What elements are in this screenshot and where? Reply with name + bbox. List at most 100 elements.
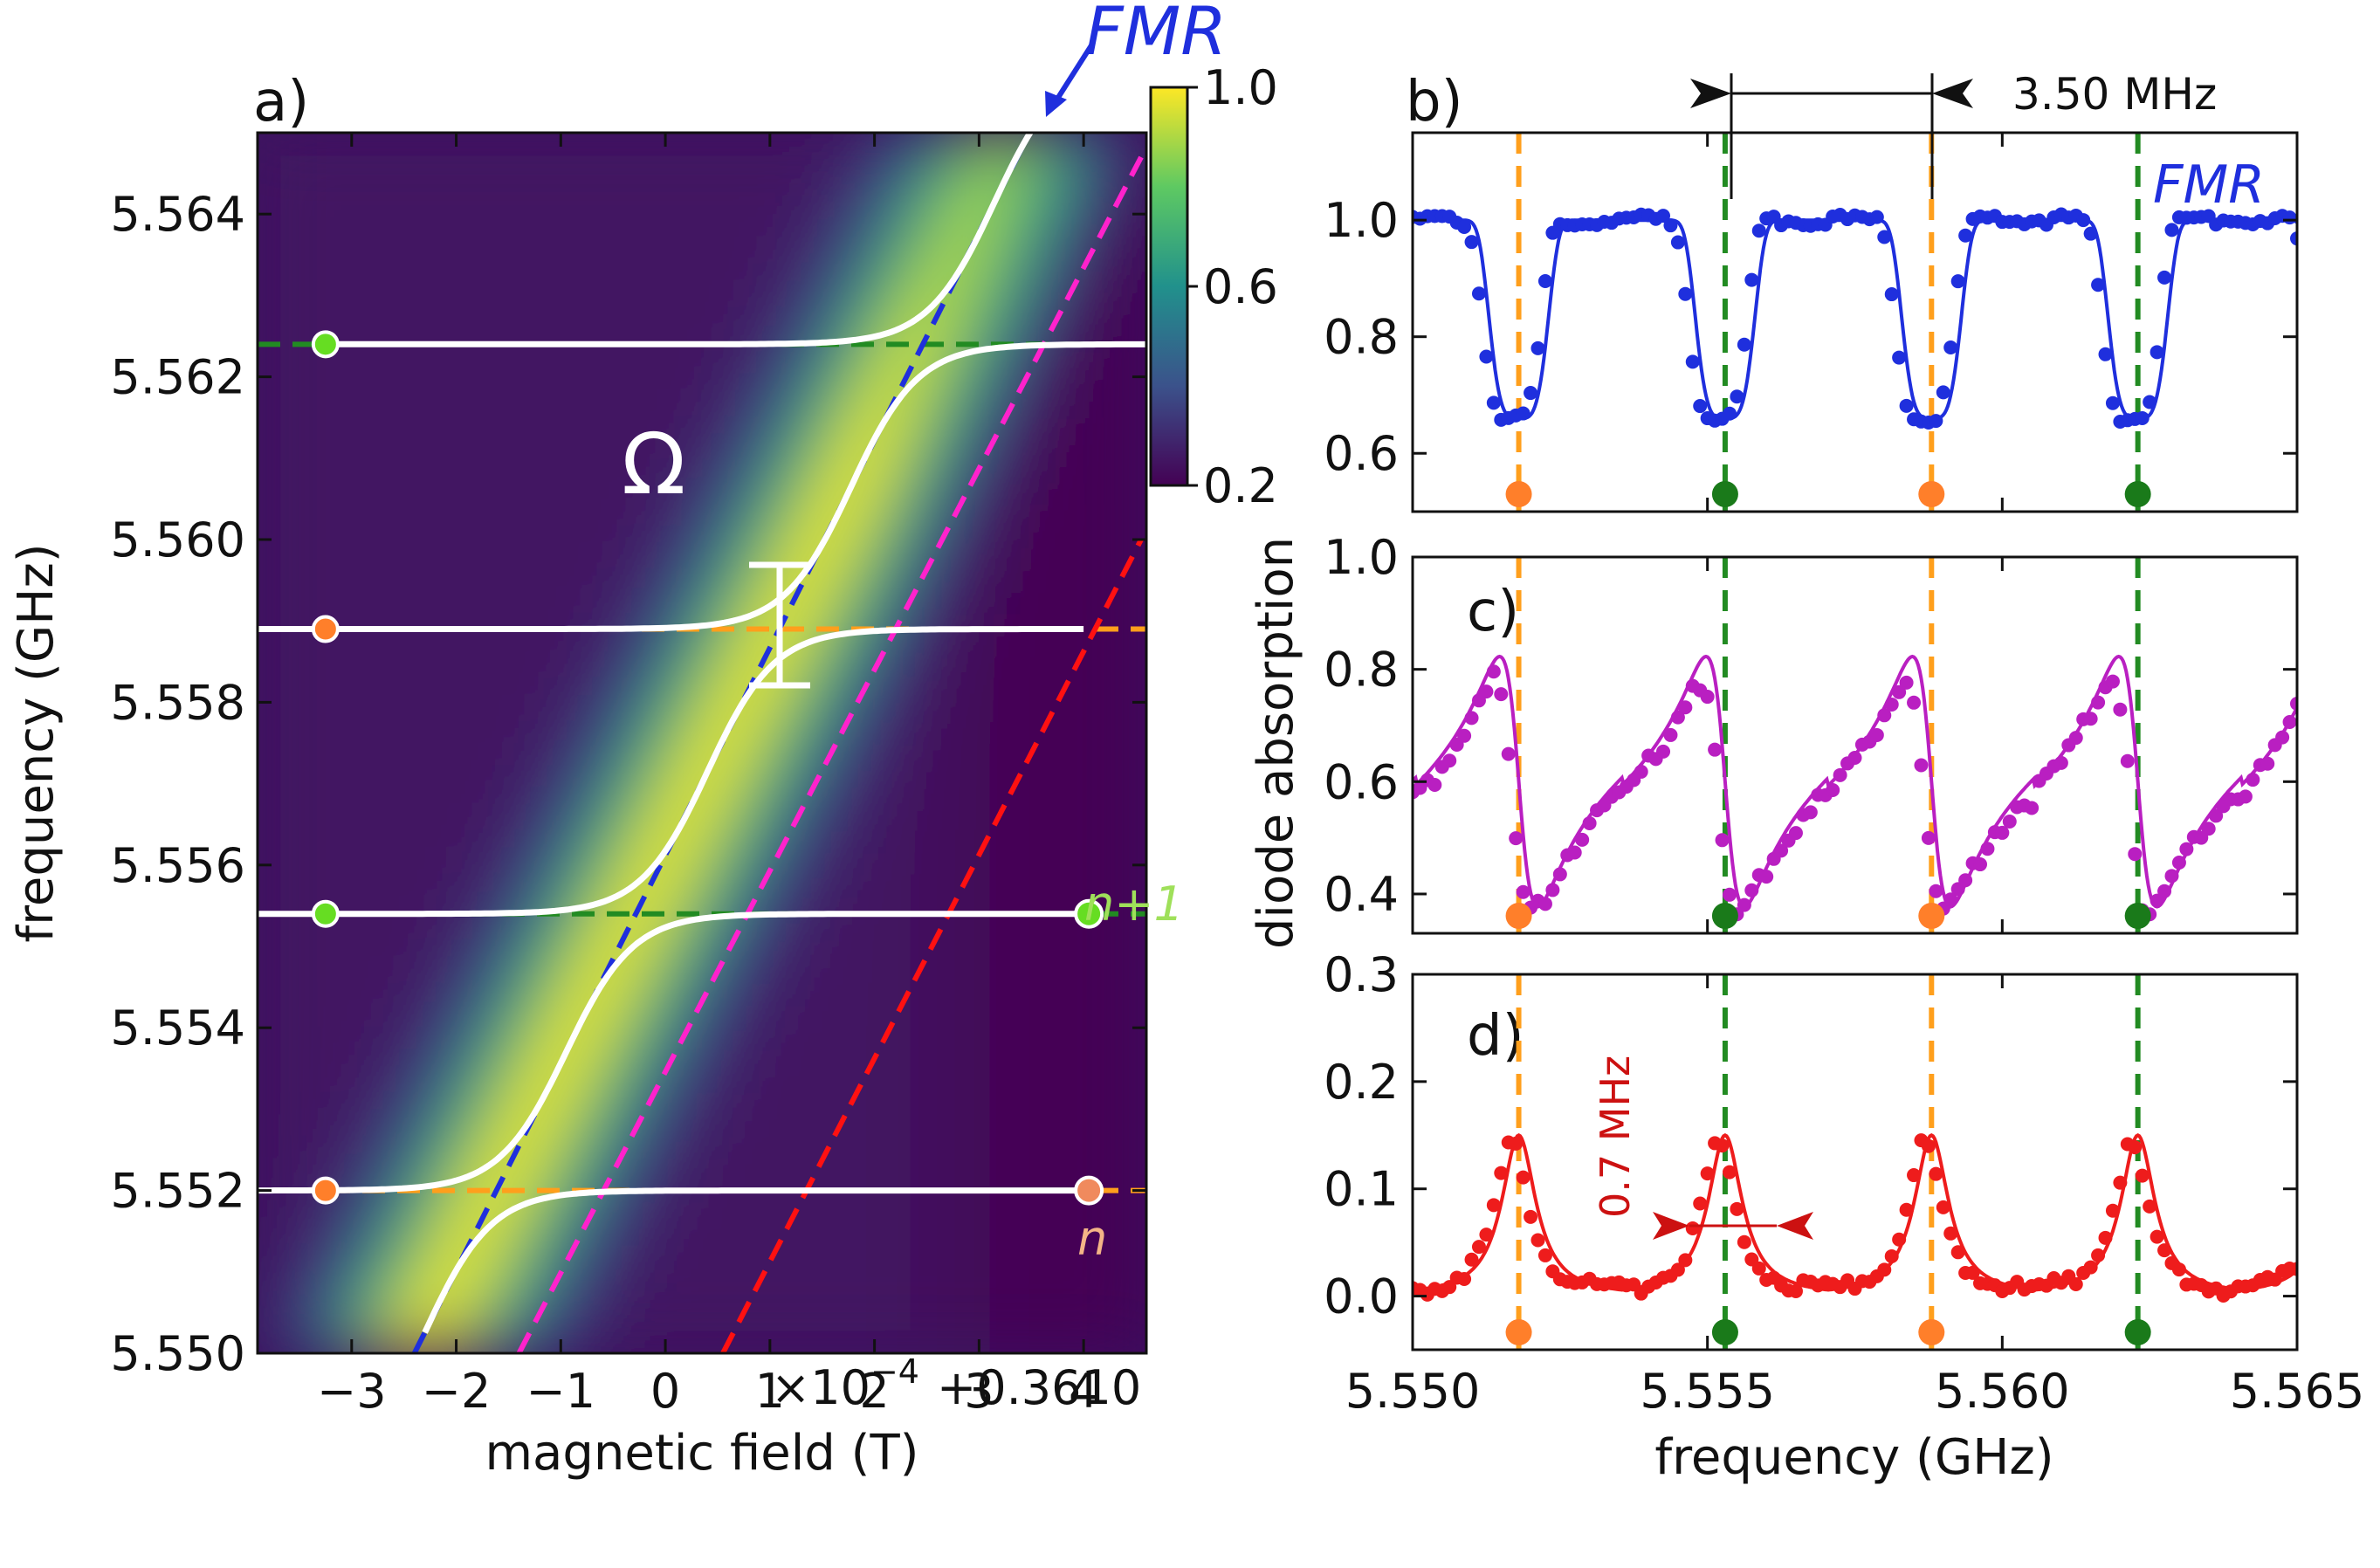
heatmap-cell (676, 372, 703, 395)
data-point (2290, 697, 2297, 711)
heatmap-cell (911, 873, 939, 897)
data-point (1751, 1261, 1766, 1276)
data-point (1634, 764, 1648, 779)
heatmap-cell (911, 743, 939, 766)
heatmap-cell (858, 1069, 886, 1093)
heatmap-cell (753, 306, 781, 330)
heatmap-cell (388, 547, 416, 570)
heatmap-cell (884, 960, 912, 984)
heatmap-cell (623, 416, 651, 439)
heatmap-cell (727, 1004, 755, 1028)
heatmap-cell (1120, 394, 1146, 417)
heatmap-cell (361, 1091, 389, 1115)
heatmap-cell (361, 1331, 389, 1353)
heatmap-cell (388, 939, 416, 962)
data-point (1471, 286, 1486, 301)
heatmap-cell (519, 786, 547, 809)
heatmap-cell (963, 1091, 991, 1115)
heatmap-cell (1094, 873, 1122, 897)
heatmap-cell (623, 1244, 651, 1268)
heatmap-cell (780, 285, 808, 308)
heatmap-cell (571, 1113, 599, 1137)
heatmap-cell (519, 437, 547, 461)
heatmap-cell (335, 481, 363, 505)
heatmap-cell (1094, 481, 1122, 505)
heatmap-cell (258, 960, 285, 984)
data-point (2025, 801, 2040, 815)
n-label: n (1077, 1211, 1107, 1266)
heatmap-cell (937, 1266, 965, 1289)
heatmap-cell (989, 1048, 1017, 1071)
heatmap-cell (1015, 939, 1043, 962)
heatmap-cell (597, 263, 625, 286)
heatmap-cell (545, 743, 573, 766)
heatmap-cell (884, 197, 912, 221)
heatmap-cell (414, 350, 442, 374)
heatmap-cell (492, 525, 520, 548)
heatmap-cell (492, 1091, 520, 1115)
data-point (2083, 226, 2098, 241)
data-point (1494, 1166, 1509, 1180)
heatmap-cell (963, 1048, 991, 1071)
heatmap-cell (832, 1288, 860, 1311)
heatmap-cell (440, 175, 468, 199)
heatmap-cell (676, 634, 703, 657)
heatmap-cell (806, 829, 834, 853)
heatmap-cell (335, 721, 363, 744)
heatmap-cell (388, 1069, 416, 1093)
heatmap-cell (727, 1266, 755, 1289)
heatmap-cell (545, 873, 573, 897)
heatmap-cell (650, 743, 678, 766)
heatmap-cell (335, 699, 363, 723)
heatmap-cell (676, 677, 703, 701)
heatmap-cell (597, 525, 625, 548)
heatmap-cell (727, 525, 755, 548)
heatmap-cell (258, 154, 285, 177)
heatmap-cell (597, 416, 625, 439)
heatmap-cell (414, 1091, 442, 1115)
heatmap-cell (858, 547, 886, 570)
heatmap-cell (884, 1310, 912, 1333)
heatmap-cell (911, 1135, 939, 1159)
heatmap-cell (858, 786, 886, 809)
heatmap-cell (1068, 175, 1096, 199)
data-point (1744, 272, 1759, 287)
heatmap-cell (676, 1091, 703, 1115)
heatmap-cell (258, 634, 285, 657)
heatmap-cell (858, 1113, 886, 1137)
heatmap-cell (623, 982, 651, 1006)
heatmap-cell (571, 416, 599, 439)
heatmap-cell (753, 503, 781, 526)
data-point (2091, 278, 2106, 292)
heatmap-cell (388, 1266, 416, 1289)
heatmap-cell (571, 764, 599, 787)
heatmap-cell (1042, 437, 1070, 461)
data-point (2105, 674, 2120, 689)
heatmap-cell (780, 503, 808, 526)
heatmap-cell (1015, 1244, 1043, 1268)
heatmap-cell (884, 1135, 912, 1159)
heatmap-cell (858, 960, 886, 984)
heatmap-cell (727, 873, 755, 897)
x-tick-label: −1 (526, 1364, 596, 1419)
heatmap-cell (937, 1331, 965, 1353)
heatmap-cell (1015, 786, 1043, 809)
heatmap-cell (1120, 328, 1146, 352)
heatmap-cell (258, 764, 285, 787)
data-point (1936, 385, 1950, 400)
heatmap-cell (806, 306, 834, 330)
heatmap-cell (1068, 1266, 1096, 1289)
heatmap-cell (1015, 1266, 1043, 1289)
heatmap-cell (597, 306, 625, 330)
heatmap-cell (466, 394, 494, 417)
heatmap-cell (937, 175, 965, 199)
heatmap-cell (466, 764, 494, 787)
y-tick-label: 5.560 (110, 512, 245, 567)
heatmap-cell (519, 808, 547, 831)
heatmap-cell (309, 503, 337, 526)
heatmap-cell (753, 1091, 781, 1115)
heatmap-cell (753, 721, 781, 744)
data-point (1530, 1233, 1545, 1248)
heatmap-cell (753, 241, 781, 265)
heatmap-cell (1094, 241, 1122, 265)
